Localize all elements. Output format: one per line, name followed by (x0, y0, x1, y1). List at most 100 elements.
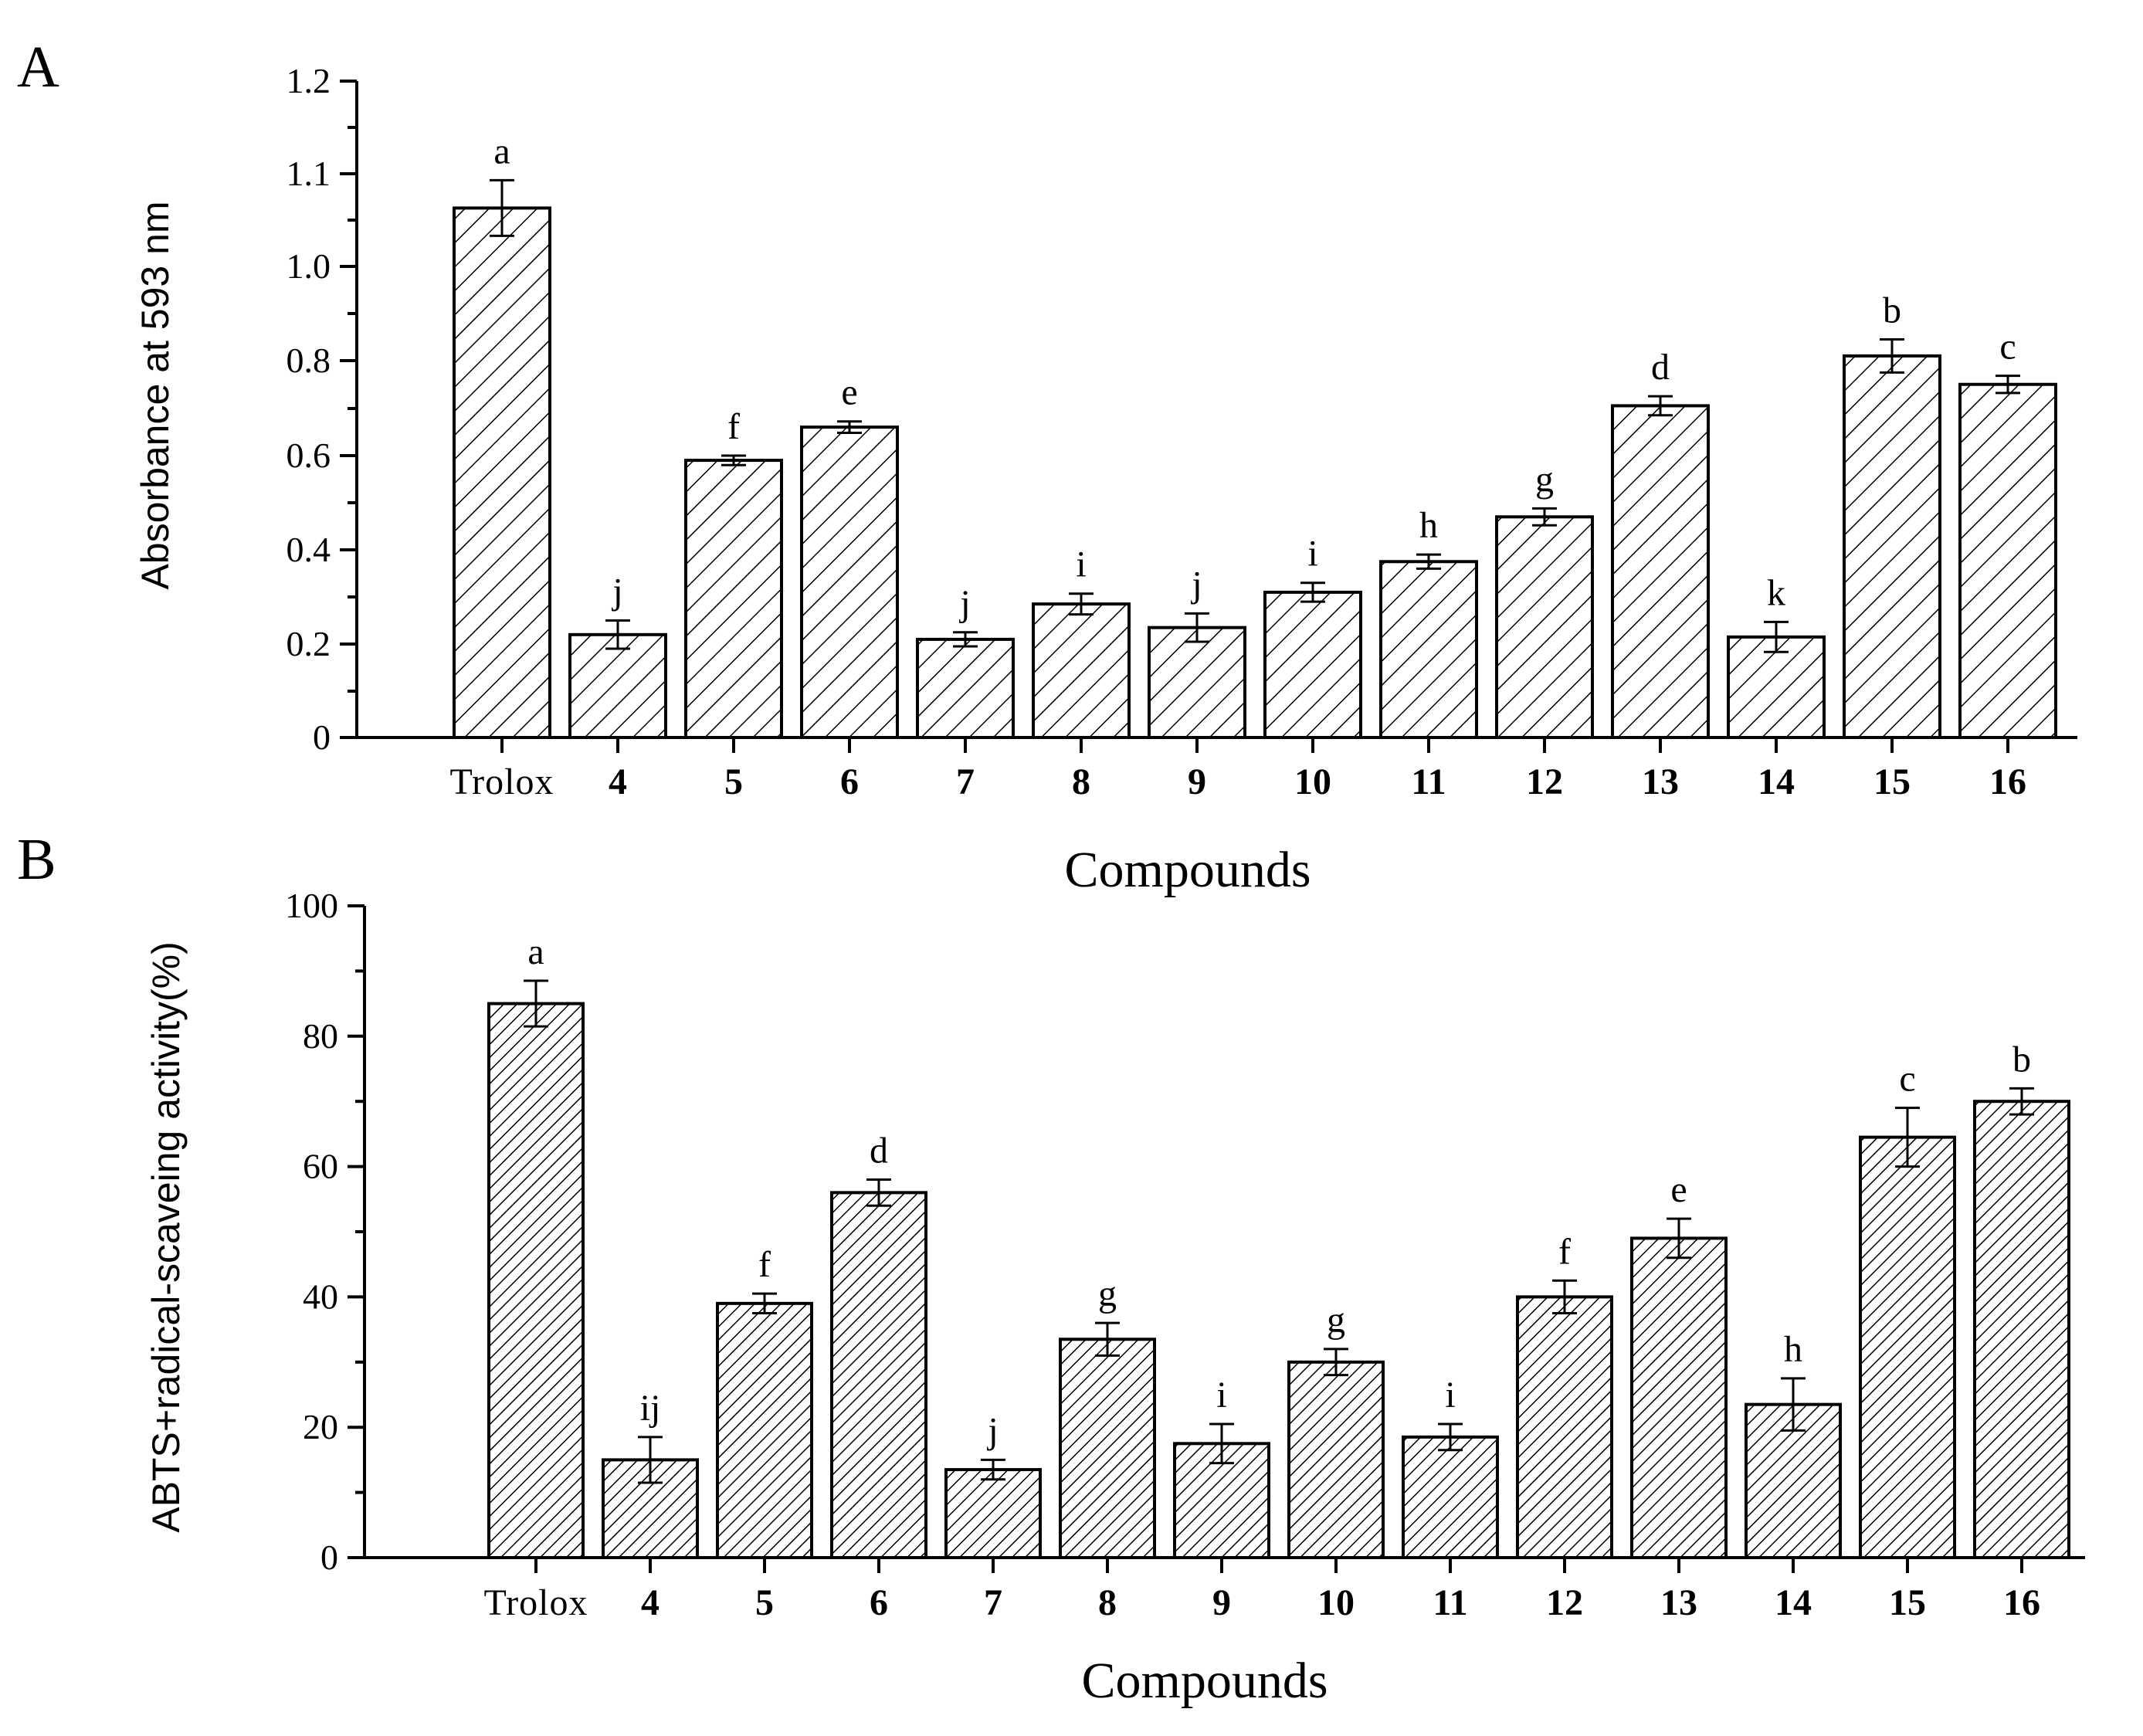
panel-a-error-bar (490, 178, 514, 237)
panel-a-x-tick-label: 10 (1294, 761, 1331, 802)
panel-a-bar (1148, 626, 1246, 740)
panel-b-x-tick-label: 4 (641, 1582, 660, 1623)
panel-a-significance-letter: f (727, 406, 740, 447)
panel-b-significance-letter: g (1327, 1300, 1345, 1341)
panel-b-significance-letter: c (1899, 1059, 1915, 1100)
panel-a-x-tick-label: 7 (956, 761, 975, 802)
panel-a-y-axis-label: Absorbance at 593 nm (134, 201, 177, 589)
panel-b-significance-letter: g (1098, 1273, 1117, 1314)
panel-b-error-bar (1781, 1377, 1806, 1432)
panel-a-significance-letter: a (493, 131, 510, 171)
panel-a-error-bar (1648, 395, 1673, 417)
panel-a-x-tick-label: 11 (1411, 761, 1446, 802)
panel-b-significance-letter: ij (640, 1388, 661, 1429)
panel-b-bar (1859, 1135, 1956, 1559)
panel-a-label: A (17, 35, 59, 100)
panel-b-bar (944, 1468, 1042, 1560)
panel-b-y-tick-label: 0 (320, 1538, 338, 1577)
panel-b-significance-letter: f (758, 1244, 771, 1285)
panel-a-error-bar (1764, 620, 1789, 653)
panel-a-significance-letter: j (611, 571, 622, 612)
panel-b: B ABTS+radical-scaveing activity(%) Comp… (17, 827, 2085, 1709)
panel-b-x-tick-label: 6 (870, 1582, 888, 1623)
panel-b-significance-letter: j (986, 1410, 998, 1451)
panel-b-significance-letter: i (1216, 1375, 1226, 1416)
panel-a-bar (1379, 560, 1478, 739)
panel-a-y-ticks: 0 0.2 0.4 0.6 0.8 1.0 1.1 1.2 (287, 61, 357, 757)
panel-a-bar (568, 632, 667, 739)
panel-b-y-tick-label: 100 (285, 886, 338, 925)
panel-a-x-tick-label: 12 (1526, 761, 1563, 802)
panel-b-significance-letter: d (870, 1130, 888, 1171)
panel-b-y-ticks: 0 20 40 60 80 100 (285, 886, 365, 1577)
panel-a-bars: a j f e j i j i h g d k b c (453, 131, 2057, 740)
panel-a-y-tick-label: 1.2 (287, 61, 331, 100)
panel-a-bar (1611, 404, 1710, 739)
panel-a-x-tick-label: 5 (724, 761, 743, 802)
panel-b-error-bar (1552, 1279, 1577, 1314)
panel-a-error-bar (721, 454, 746, 466)
panel-b-y-tick-label: 60 (303, 1147, 338, 1186)
panel-a-x-tick-label: 13 (1642, 761, 1679, 802)
panel-a-significance-letter: i (1076, 544, 1086, 585)
panel-b-x-tick-label: 14 (1775, 1582, 1812, 1623)
panel-b-y-tick-label: 80 (303, 1016, 338, 1056)
panel-a-y-tick-label: 0.8 (287, 341, 331, 380)
panel-b-x-tick-label: 11 (1433, 1582, 1467, 1623)
panel-b-bar (716, 1301, 813, 1559)
panel-b-significance-letter: b (2012, 1039, 2031, 1080)
panel-a-x-tick-label: Trolox (450, 761, 554, 802)
panel-b-error-bar (2009, 1087, 2034, 1116)
panel-a-significance-letter: e (841, 372, 857, 413)
panel-a-x-tick-label: 16 (1989, 761, 2026, 802)
panel-a-error-bar (953, 631, 978, 648)
panel-a-bar (1727, 635, 1826, 739)
panel-b-x-tick-label: 15 (1889, 1582, 1926, 1623)
panel-b-significance-letter: h (1784, 1329, 1802, 1370)
panel-b-bar (1630, 1236, 1728, 1559)
panel-b-y-tick-label: 40 (303, 1277, 338, 1316)
panel-a-bar (1495, 515, 1594, 739)
panel-b-bar (1059, 1338, 1156, 1559)
panel-b-error-bar (1895, 1107, 1920, 1168)
panel-a-significance-letter: j (1190, 564, 1202, 605)
panel-a-error-bar (1300, 581, 1325, 603)
panel-b-bar (1402, 1435, 1499, 1559)
panel-b-bars: a ij f d j g i g i f e h c b (487, 931, 2070, 1560)
panel-a-x-tick-label: 14 (1758, 761, 1795, 802)
panel-b-error-bar (1438, 1422, 1463, 1452)
panel-b-error-bar (638, 1436, 663, 1484)
panel-b-significance-letter: a (527, 931, 544, 972)
panel-a-bar (916, 637, 1015, 740)
panel-a-significance-letter: k (1767, 572, 1785, 613)
panel-a-significance-letter: b (1883, 290, 1901, 331)
panel-b-x-axis-label: Compounds (1081, 1653, 1328, 1709)
panel-a-y-tick-label: 1.1 (287, 154, 331, 193)
panel-a-x-tick-label: 9 (1188, 761, 1206, 802)
panel-a-error-bar (1880, 338, 1904, 374)
panel-a-x-tick-label: 4 (609, 761, 627, 802)
panel-a-bar (1263, 590, 1362, 740)
panel-a-bar (453, 206, 551, 739)
panel-b-y-axis-label: ABTS+radical-scaveing activity(%) (144, 941, 188, 1533)
panel-b-x-tick-label: 13 (1660, 1582, 1697, 1623)
panel-a-bar (800, 426, 899, 739)
panel-b-x-ticks: Trolox 4 5 6 7 8 9 10 11 12 13 14 15 16 (484, 1558, 2040, 1623)
panel-b-significance-letter: f (1558, 1231, 1571, 1272)
panel-b-significance-letter: i (1445, 1375, 1455, 1416)
panel-a-y-tick-label: 0.6 (287, 436, 331, 475)
panel-a-x-tick-label: 15 (1873, 761, 1911, 802)
panel-a-significance-letter: j (958, 583, 970, 624)
panel-a-error-bar (605, 619, 630, 650)
panel-b-bar (830, 1191, 927, 1559)
panel-a-bar (1032, 602, 1131, 740)
panel-a-y-tick-label: 1.0 (287, 246, 331, 286)
panel-a-bar (684, 459, 783, 739)
panel-a-x-tick-label: 6 (840, 761, 859, 802)
panel-a-error-bar (1416, 553, 1441, 570)
panel-b-bar (487, 1002, 585, 1559)
panel-b-y-tick-label: 20 (303, 1407, 338, 1446)
panel-a-y-tick-label: 0.2 (287, 624, 331, 663)
panel-a-significance-letter: d (1651, 347, 1670, 388)
panel-a-error-bar (1069, 592, 1094, 616)
